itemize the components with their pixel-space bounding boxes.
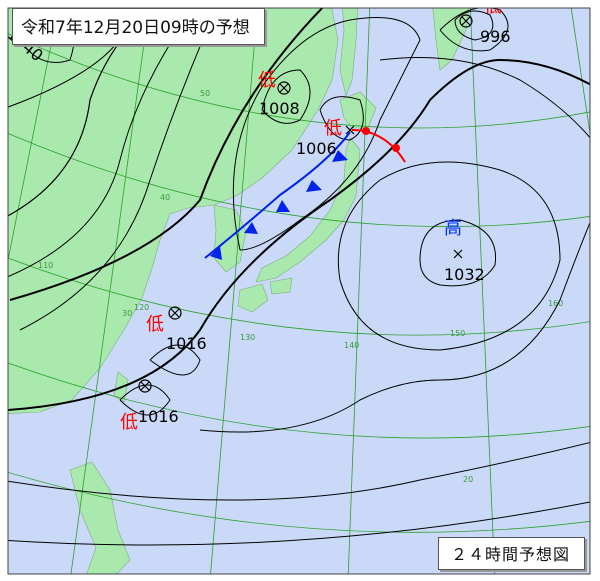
lon-label-140: 140 [344,341,359,350]
shikoku [269,277,293,295]
lon-label-130: 130 [240,333,255,342]
lon-label-150: 150 [450,329,465,338]
kyushu [237,283,269,313]
lat-label-20: 20 [463,475,473,484]
high-symbol: 高 [444,218,462,239]
low-symbol: 低 [146,314,164,335]
forecast-title: 令和7年12月20日09時の予想 [12,8,265,45]
sakhalin [339,8,358,98]
cold-front [204,131,351,260]
pressure-label: 1006 [296,139,337,158]
lat-label-30: 30 [122,309,132,318]
honshu [255,137,361,283]
pressure-label: 1016 [166,334,207,353]
low-symbol: 低 [120,412,138,433]
pressure-label: 996 [480,27,511,46]
isobars [8,8,590,546]
lat-label-50: 50 [200,89,210,98]
lon-label-160: 160 [548,299,563,308]
low-center-icons [138,14,473,393]
pressure-label: 1016 [138,407,179,426]
pressure-label: 1032 [444,265,485,284]
warm-front [351,127,406,163]
land [8,8,470,574]
lon-label-110: 110 [38,261,53,270]
pressure-label: 1008 [259,99,300,118]
lat-label-40: 40 [160,193,170,202]
low-symbol: 低 [258,70,276,91]
map-frame [7,7,591,575]
low-symbol: 低 [324,118,342,139]
low-symbol: 低 [484,0,502,17]
lon-label-120: 120 [134,303,149,312]
philippines [69,461,131,574]
forecast-type-label: ２４時間予想図 [438,537,586,570]
